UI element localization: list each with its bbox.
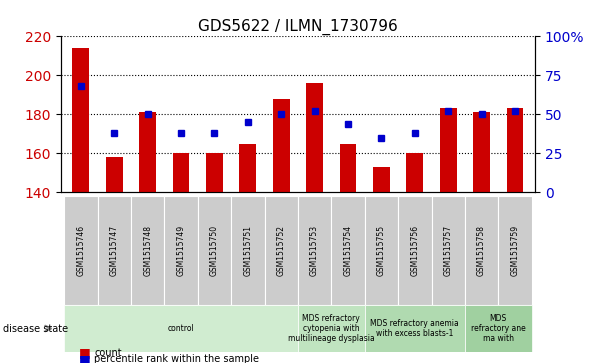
Text: ■: ■ [79, 353, 91, 363]
Text: MDS
refractory ane
ma with: MDS refractory ane ma with [471, 314, 526, 343]
FancyBboxPatch shape [164, 196, 198, 305]
Text: GSM1515750: GSM1515750 [210, 225, 219, 276]
Bar [139, 113, 156, 192]
Text: MDS refractory anemia
with excess blasts-1: MDS refractory anemia with excess blasts… [370, 319, 459, 338]
FancyBboxPatch shape [298, 305, 365, 352]
Text: GSM1515748: GSM1515748 [143, 225, 152, 276]
Bar [106, 157, 123, 192]
Bar [340, 144, 356, 192]
FancyBboxPatch shape [97, 196, 131, 305]
Bar [72, 48, 89, 192]
FancyBboxPatch shape [432, 196, 465, 305]
FancyBboxPatch shape [365, 305, 465, 352]
Bar [173, 153, 189, 192]
FancyBboxPatch shape [398, 196, 432, 305]
Text: GSM1515746: GSM1515746 [77, 225, 85, 276]
Text: GSM1515747: GSM1515747 [109, 225, 119, 276]
Bar [373, 167, 390, 192]
Text: GSM1515754: GSM1515754 [344, 225, 353, 276]
Bar [273, 99, 289, 192]
Text: percentile rank within the sample: percentile rank within the sample [94, 354, 259, 363]
FancyBboxPatch shape [365, 196, 398, 305]
Text: GSM1515751: GSM1515751 [243, 225, 252, 276]
Bar [506, 109, 523, 192]
Text: GSM1515753: GSM1515753 [310, 225, 319, 276]
Bar [407, 153, 423, 192]
Text: GSM1515756: GSM1515756 [410, 225, 420, 276]
Bar [240, 144, 256, 192]
Text: GSM1515757: GSM1515757 [444, 225, 453, 276]
Text: GSM1515755: GSM1515755 [377, 225, 386, 276]
Title: GDS5622 / ILMN_1730796: GDS5622 / ILMN_1730796 [198, 19, 398, 35]
Bar [306, 83, 323, 192]
FancyBboxPatch shape [331, 196, 365, 305]
FancyBboxPatch shape [231, 196, 264, 305]
Bar [206, 153, 223, 192]
Text: MDS refractory
cytopenia with
multilineage dysplasia: MDS refractory cytopenia with multilinea… [288, 314, 375, 343]
FancyBboxPatch shape [64, 196, 97, 305]
FancyBboxPatch shape [465, 305, 532, 352]
Text: ■: ■ [79, 346, 91, 359]
FancyBboxPatch shape [198, 196, 231, 305]
Text: GSM1515752: GSM1515752 [277, 225, 286, 276]
FancyBboxPatch shape [264, 196, 298, 305]
FancyBboxPatch shape [64, 305, 298, 352]
FancyBboxPatch shape [499, 196, 532, 305]
Text: GSM1515759: GSM1515759 [511, 225, 519, 276]
FancyBboxPatch shape [298, 196, 331, 305]
Text: GSM1515749: GSM1515749 [176, 225, 185, 276]
Bar [473, 113, 490, 192]
FancyBboxPatch shape [465, 196, 499, 305]
FancyBboxPatch shape [131, 196, 164, 305]
Text: control: control [168, 324, 195, 333]
Text: disease state: disease state [3, 323, 68, 334]
Text: count: count [94, 348, 122, 358]
Text: GSM1515758: GSM1515758 [477, 225, 486, 276]
Bar [440, 109, 457, 192]
